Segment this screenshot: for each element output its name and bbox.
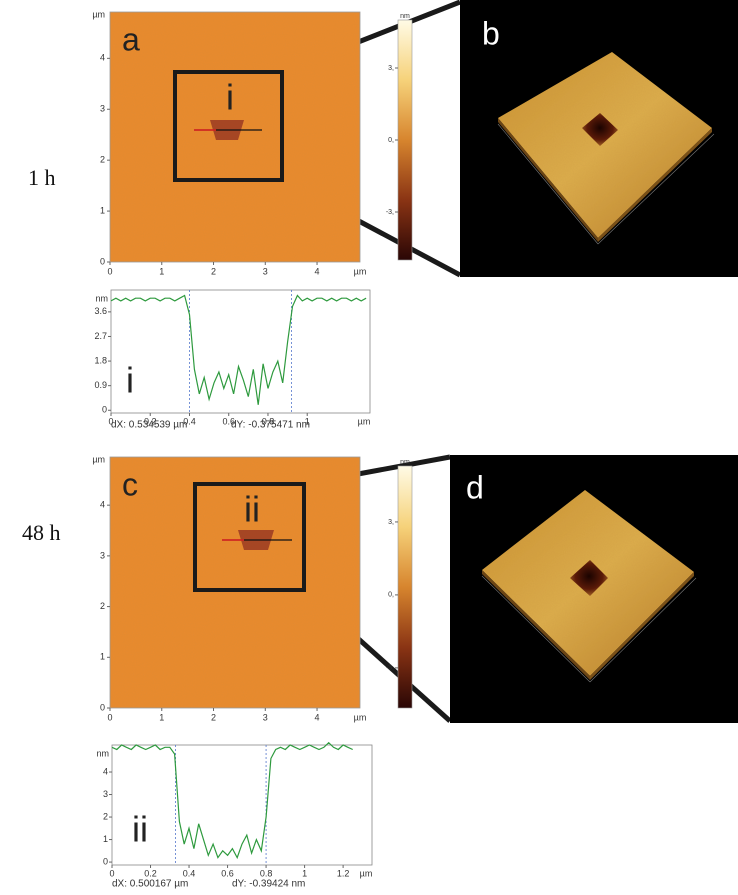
x-tick-label: 1.2 (337, 868, 350, 878)
colorbar (397, 19, 413, 261)
y-tick-label: 2 (103, 811, 108, 821)
x-tick-label: 0.8 (260, 868, 273, 878)
profile-label: i (126, 360, 134, 401)
x-tick-label: 4 (315, 266, 320, 276)
x-tick-label: 0 (107, 266, 112, 276)
x-tick-label: 0.6 (221, 868, 234, 878)
x-tick-label: 0.4 (183, 416, 196, 426)
y-tick-label: 1 (100, 205, 105, 215)
x-tick-label: 0.2 (144, 868, 157, 878)
x-tick-label: 1 (159, 266, 164, 276)
colorbar-unit: nm (400, 13, 410, 20)
y-tick-label: 4 (100, 53, 105, 63)
dy-info: dY: -0.39424 nm (232, 879, 305, 890)
view-3d-d (450, 455, 738, 723)
x-unit: µm (358, 416, 371, 426)
row-label: 1 h (28, 165, 56, 190)
profile-curve (111, 741, 353, 860)
y-tick-label: 3 (103, 789, 108, 799)
y-tick-label: 2 (100, 155, 105, 165)
x-tick-label: 1 (159, 712, 164, 722)
x-tick-label: 0 (108, 416, 113, 426)
y-unit: nm (95, 293, 108, 303)
x-tick-label: 2 (211, 266, 216, 276)
y-tick-label: 0.9 (94, 380, 107, 390)
colorbar-tick-label: 3, (388, 519, 394, 526)
image-frame (109, 456, 361, 709)
y-tick-label: 1 (103, 834, 108, 844)
colorbar (397, 465, 413, 709)
x-unit: µm (354, 266, 367, 276)
profile-label: ii (132, 809, 148, 850)
roi-box (173, 70, 284, 182)
y-tick-label: 0 (100, 702, 105, 712)
panel-label: b (482, 15, 500, 51)
y-tick-label: 1.8 (94, 355, 107, 365)
x-tick-label: 3 (263, 266, 268, 276)
dx-info: dX: 0.534539 µm (111, 420, 187, 431)
y-tick-label: 3 (100, 104, 105, 114)
x-tick-label: 0.6 (222, 416, 235, 426)
x-tick-label: 1 (302, 868, 307, 878)
x-tick-label: 0 (107, 712, 112, 722)
view-3d-b (460, 0, 738, 277)
x-tick-label: 2 (211, 712, 216, 722)
y-tick-label: 2 (100, 601, 105, 611)
plot-frame (110, 289, 371, 414)
x-tick-label: 0.4 (183, 868, 196, 878)
colorbar-tick-label: 0, (388, 137, 394, 144)
dy-info: dY: -0.375471 nm (231, 420, 310, 431)
colorbar-tick-label: 0, (388, 592, 394, 599)
y-tick-label: 3.6 (94, 306, 107, 316)
colorbar-unit: nm (400, 459, 410, 466)
y-tick-label: 0 (100, 256, 105, 266)
dx-info: dX: 0.500167 µm (112, 879, 188, 890)
y-unit: µm (92, 9, 105, 19)
panel-label: d (466, 469, 484, 505)
x-tick-label: 0.8 (262, 416, 275, 426)
y-unit: nm (96, 748, 109, 758)
x-unit: µm (360, 868, 373, 878)
y-tick-label: 4 (100, 500, 105, 510)
image-frame (109, 11, 361, 263)
plot-frame (111, 744, 373, 866)
x-tick-label: 1 (305, 416, 310, 426)
y-tick-label: 0 (103, 856, 108, 866)
x-tick-label: 4 (315, 712, 320, 722)
y-tick-label: 3 (100, 550, 105, 560)
colorbar-tick-label: -3, (386, 665, 394, 672)
profile-curve (110, 294, 367, 405)
x-tick-label: 3 (263, 712, 268, 722)
y-tick-label: 4 (103, 766, 108, 776)
panel-label: c (122, 466, 138, 502)
x-tick-label: 0.2 (144, 416, 157, 426)
x-unit: µm (354, 712, 367, 722)
y-tick-label: 1 (100, 652, 105, 662)
row-label: 48 h (22, 520, 61, 545)
colorbar-tick-label: -3, (386, 209, 394, 216)
y-unit: µm (92, 454, 105, 464)
afm-image (110, 457, 360, 708)
roi-label: i (226, 77, 234, 118)
roi-label: ii (244, 489, 260, 530)
y-tick-label: 0 (102, 405, 107, 415)
x-tick-label: 0 (109, 868, 114, 878)
colorbar-tick-label: 3, (388, 65, 394, 72)
panel-label: a (122, 21, 140, 57)
roi-box (193, 482, 306, 592)
y-tick-label: 2.7 (94, 331, 107, 341)
